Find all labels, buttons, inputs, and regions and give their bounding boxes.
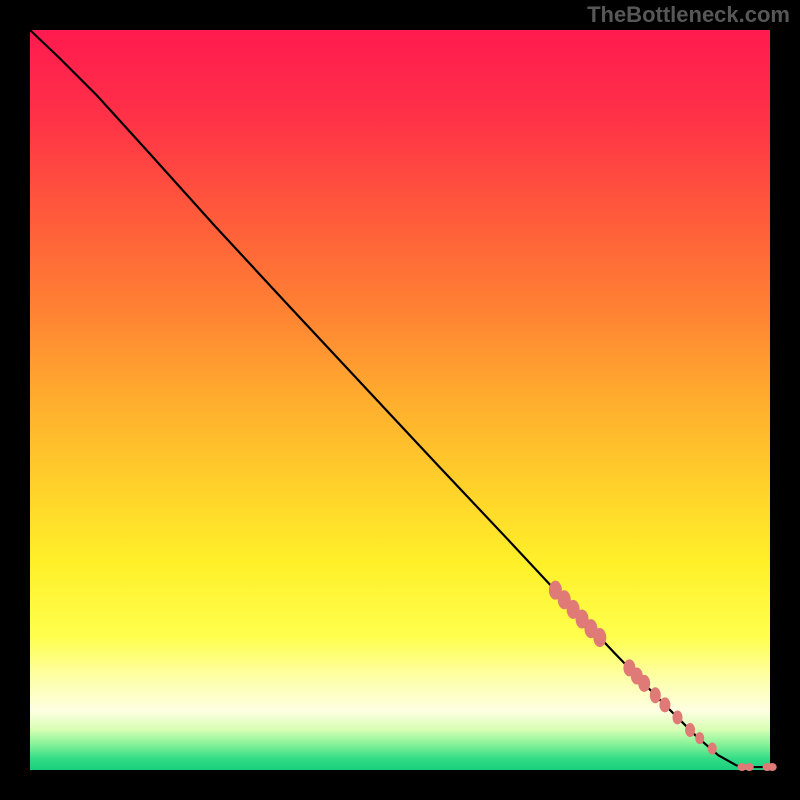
data-marker [673,710,683,724]
bottleneck-chart [0,0,800,800]
watermark-label: TheBottleneck.com [587,2,790,28]
plot-background [30,30,770,770]
data-marker [638,675,650,692]
data-marker [593,628,606,647]
data-marker [695,732,704,744]
data-marker [708,743,717,755]
data-marker [685,723,695,737]
data-marker [745,763,754,771]
data-marker [650,687,661,703]
data-marker [768,763,777,771]
data-marker [659,697,670,712]
chart-stage: TheBottleneck.com [0,0,800,800]
